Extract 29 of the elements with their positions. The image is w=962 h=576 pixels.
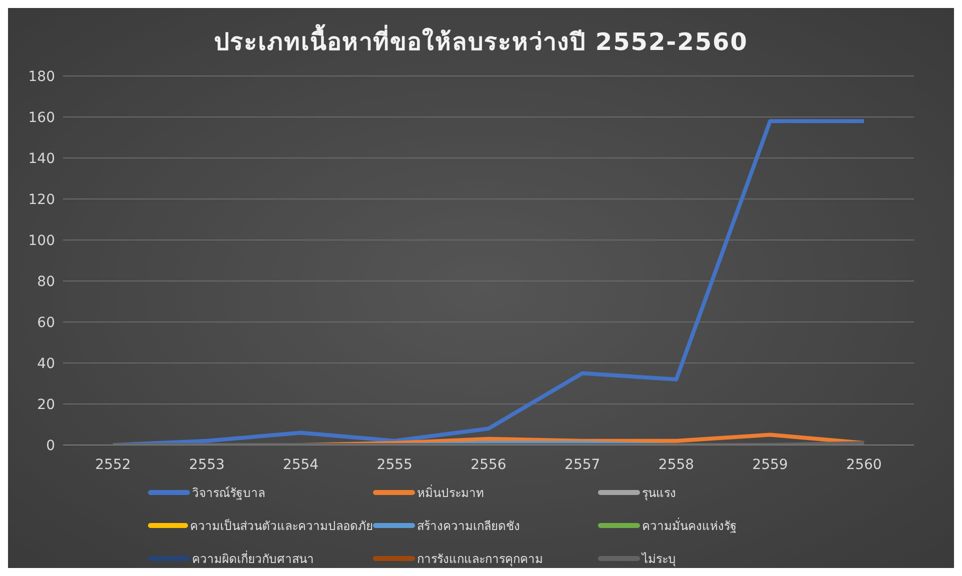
x-tick-label: 2554	[282, 456, 319, 473]
x-tick-label: 2556	[470, 456, 506, 473]
chart-title: ประเภทเนื้อหาที่ขอให้ลบระหว่างปี 2552-2560	[213, 23, 749, 58]
x-tick-label: 2557	[564, 456, 600, 473]
y-tick-label: 140	[28, 150, 55, 167]
legend-label: ไม่ระบุ	[642, 551, 676, 568]
y-tick-label: 60	[37, 314, 55, 331]
legend-label: รุนแรง	[642, 485, 676, 502]
y-tick-label: 40	[37, 356, 55, 372]
legend-label: การรังแกและการคุกคาม	[417, 551, 543, 568]
x-tick-label: 2552	[95, 456, 131, 473]
x-tick-label: 2559	[752, 456, 788, 473]
y-tick-label: 120	[28, 192, 55, 208]
y-tick-label: 0	[46, 438, 55, 454]
legend-label: ความมั่นคงแห่งรัฐ	[642, 516, 737, 535]
y-tick-label: 180	[28, 68, 55, 85]
x-tick-label: 2555	[376, 456, 412, 473]
y-tick-label: 160	[28, 110, 55, 126]
y-tick-label: 100	[28, 232, 55, 249]
legend-label: ความเป็นส่วนตัวและความปลอดภัย	[190, 518, 373, 535]
legend-label: ความผิดเกี่ยวกับศาสนา	[192, 550, 314, 568]
y-tick-label: 80	[37, 274, 55, 290]
x-tick-label: 2558	[658, 456, 694, 473]
legend-label: วิจารณ์รัฐบาล	[192, 485, 265, 502]
x-tick-label: 2560	[846, 456, 882, 473]
y-tick-label: 20	[37, 396, 55, 413]
legend-label: หมิ่นประมาท	[417, 484, 484, 502]
x-tick-label: 2553	[189, 456, 225, 473]
legend-label: สร้างความเกลียดชัง	[417, 518, 520, 535]
